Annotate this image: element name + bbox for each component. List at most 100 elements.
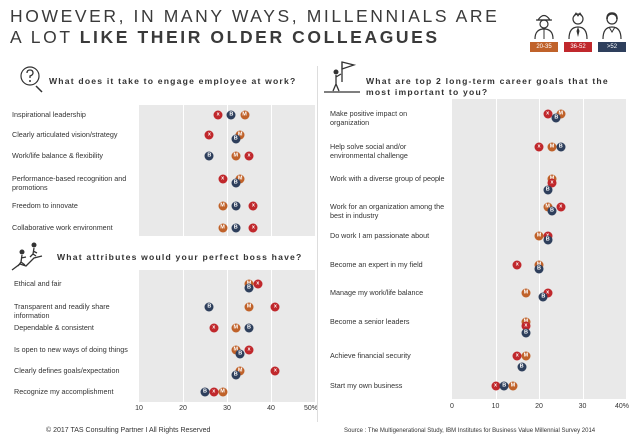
data-point-m: M (521, 288, 531, 298)
age-legend: 20-35 36-52 >52 (530, 10, 630, 70)
data-point-x: x (248, 223, 258, 233)
data-point-b: B (226, 110, 236, 120)
data-point-m: M (556, 109, 566, 119)
data-point-b: B (200, 387, 210, 397)
title-line-2-normal: A LOT (10, 27, 80, 47)
data-point-x: x (213, 110, 223, 120)
gridline (227, 105, 228, 236)
legend-label: 20-35 (530, 42, 558, 52)
category-label: Is open to new ways of doing things (14, 345, 128, 354)
legend-label: >52 (598, 42, 626, 52)
category-label: Ethical and fair (14, 279, 62, 288)
data-point-m: M (534, 231, 544, 241)
category-label: Do work I am passionate about (330, 231, 430, 240)
x-tick-label: 50% (303, 405, 319, 412)
legend-item-over-52: >52 (598, 10, 626, 52)
category-label: Make positive impact on organization (330, 109, 408, 127)
legend-label: 36-52 (564, 42, 592, 52)
data-point-b: B (231, 134, 241, 144)
data-point-b: B (543, 185, 553, 195)
data-point-x: x (244, 345, 254, 355)
data-point-m: M (240, 110, 250, 120)
category-label: Manage my work/life balance (330, 288, 424, 297)
category-label: Become an expert in my field (330, 260, 423, 269)
data-point-x: x (244, 151, 254, 161)
data-point-x: x (209, 387, 219, 397)
data-point-x: x (270, 366, 280, 376)
category-label: Transparent and readily share informatio… (14, 302, 110, 320)
data-point-m: M (218, 387, 228, 397)
data-point-b: B (551, 113, 561, 123)
data-point-m: M (543, 202, 553, 212)
x-tick-label: 40 (267, 405, 275, 412)
gridline (495, 99, 497, 399)
data-point-m: M (547, 142, 557, 152)
category-label: Become a senior leaders (330, 317, 410, 326)
data-point-x: x (491, 381, 500, 391)
x-tick-label: 30 (223, 405, 231, 412)
data-point-x: x (204, 130, 214, 140)
category-label: Dependable & consistent (14, 323, 94, 332)
x-tick-label: 20 (535, 403, 543, 410)
page-title: HOWEVER, IN MANY WAYS, MILLENNIALS ARE A… (10, 6, 499, 48)
category-label: Performance-based recognition and promot… (12, 174, 127, 192)
data-point-m: M (235, 130, 245, 140)
panel-title-engage: What does it take to engage employee at … (49, 76, 297, 86)
data-point-x: x (209, 323, 219, 333)
data-point-b: B (231, 223, 241, 233)
data-point-x: x (543, 288, 553, 298)
question-person-icon (20, 66, 43, 93)
x-tick-label: 20 (179, 405, 187, 412)
category-label: Clearly articulated vision/strategy (12, 130, 118, 139)
panel-title-goals: What are top 2 long-term career goals th… (366, 76, 609, 97)
gridline (539, 99, 540, 399)
data-point-x: x (534, 142, 544, 152)
data-point-m: M (231, 151, 241, 161)
panel-divider (317, 66, 318, 422)
data-point-b: B (244, 283, 254, 293)
gridline (227, 270, 228, 402)
data-point-b: B (235, 349, 245, 359)
data-point-b: B (534, 264, 544, 274)
data-point-b: B (499, 381, 509, 391)
data-point-m: M (244, 302, 254, 312)
panel-title-boss: What attributes would your perfect boss … (57, 252, 303, 262)
category-label: Collaborative work environment (12, 223, 113, 232)
gridline (271, 105, 272, 236)
copyright-footer: © 2017 TAS Consulting Partner I All Righ… (46, 427, 211, 434)
data-point-b: B (543, 235, 553, 245)
data-point-b: B (521, 328, 531, 338)
data-point-x: x (547, 178, 557, 188)
data-point-m: M (235, 366, 245, 376)
climbing-people-icon (11, 242, 43, 271)
data-point-x: x (521, 321, 531, 331)
data-point-m: M (235, 174, 245, 184)
x-tick-label: 0 (450, 403, 454, 410)
gridline (271, 270, 272, 402)
manager-icon (568, 12, 588, 40)
data-point-b: B (517, 362, 527, 372)
data-point-m: M (231, 345, 241, 355)
data-point-x: x (543, 109, 553, 119)
data-point-b: B (547, 206, 557, 216)
category-label: Work with a diverse group of people (330, 174, 445, 183)
gridline (183, 270, 184, 402)
data-point-b: B (231, 201, 241, 211)
legend-item-36-52: 36-52 (564, 10, 592, 52)
category-label: Freedom to innovate (12, 201, 78, 210)
data-point-x: x (512, 351, 522, 361)
data-point-b: B (556, 142, 566, 152)
x-tick-label: 40% (614, 403, 630, 410)
category-label: Work/life balance & flexibility (12, 151, 103, 160)
category-label: Clearly defines goals/expectation (14, 366, 120, 375)
category-label: Achieve financial security (330, 351, 411, 360)
title-line-1: HOWEVER, IN MANY WAYS, MILLENNIALS ARE (10, 6, 500, 26)
data-point-b: B (244, 323, 254, 333)
title-line-2-bold: LIKE THEIR OLDER COLLEAGUES (79, 27, 440, 47)
data-point-m: M (521, 351, 531, 361)
data-point-m: M (231, 323, 241, 333)
x-tick-label: 10 (491, 403, 500, 410)
legend-item-20-35: 20-35 (530, 10, 558, 52)
